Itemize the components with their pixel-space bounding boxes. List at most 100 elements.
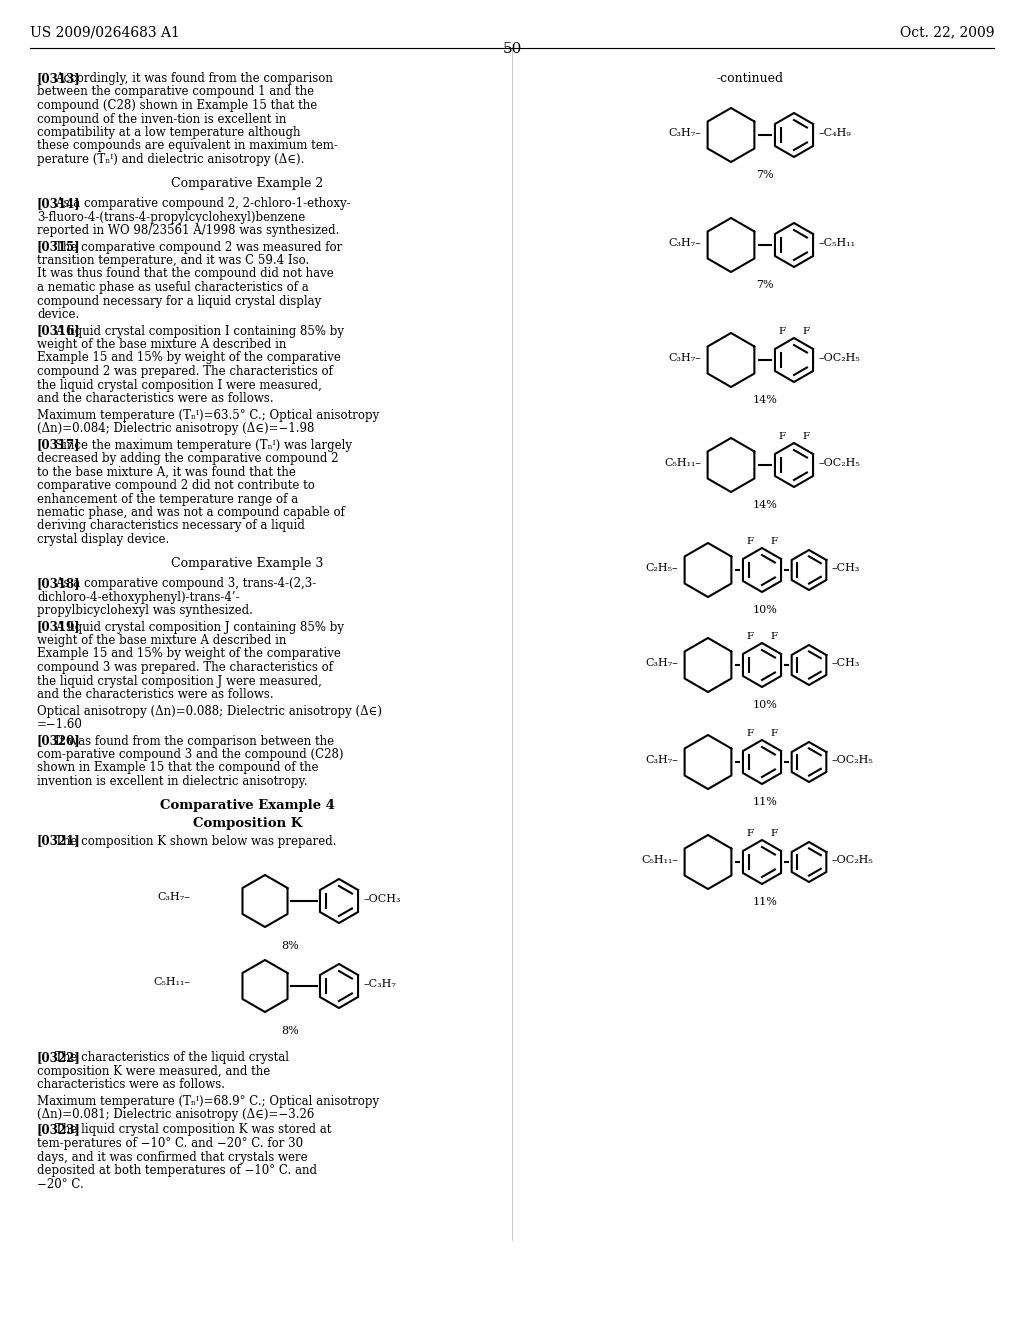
Text: C₃H₇–: C₃H₇– <box>157 892 190 902</box>
Text: –OC₂H₅: –OC₂H₅ <box>819 458 861 469</box>
Text: 3-fluoro-4-(trans-4-propylcyclohexyl)benzene: 3-fluoro-4-(trans-4-propylcyclohexyl)ben… <box>37 210 305 223</box>
Text: F: F <box>770 729 777 738</box>
Text: F: F <box>770 829 777 838</box>
Text: It was found from the comparison between the: It was found from the comparison between… <box>55 734 334 747</box>
Text: US 2009/0264683 A1: US 2009/0264683 A1 <box>30 25 180 40</box>
Text: decreased by adding the comparative compound 2: decreased by adding the comparative comp… <box>37 451 339 465</box>
Text: F: F <box>778 432 785 441</box>
Text: and the characteristics were as follows.: and the characteristics were as follows. <box>37 688 273 701</box>
Text: these compounds are equivalent in maximum tem-: these compounds are equivalent in maximu… <box>37 140 338 153</box>
Text: [0319]: [0319] <box>37 620 81 634</box>
Text: Maximum temperature (Tₙᴵ)=63.5° C.; Optical anisotropy: Maximum temperature (Tₙᴵ)=63.5° C.; Opti… <box>37 408 379 421</box>
Text: −20° C.: −20° C. <box>37 1177 84 1191</box>
Text: (Δn)=0.084; Dielectric anisotropy (Δ∈)=−1.98: (Δn)=0.084; Dielectric anisotropy (Δ∈)=−… <box>37 422 314 436</box>
Text: dichloro-4-ethoxyphenyl)-trans-4’-: dichloro-4-ethoxyphenyl)-trans-4’- <box>37 590 240 603</box>
Text: nematic phase, and was not a compound capable of: nematic phase, and was not a compound ca… <box>37 506 345 519</box>
Text: Maximum temperature (Tₙᴵ)=68.9° C.; Optical anisotropy: Maximum temperature (Tₙᴵ)=68.9° C.; Opti… <box>37 1094 379 1107</box>
Text: 10%: 10% <box>753 700 777 710</box>
Text: 7%: 7% <box>756 280 774 290</box>
Text: [0316]: [0316] <box>37 325 81 338</box>
Text: enhancement of the temperature range of a: enhancement of the temperature range of … <box>37 492 298 506</box>
Text: Accordingly, it was found from the comparison: Accordingly, it was found from the compa… <box>55 73 333 84</box>
Text: the liquid crystal composition I were measured,: the liquid crystal composition I were me… <box>37 379 322 392</box>
Text: crystal display device.: crystal display device. <box>37 533 169 546</box>
Text: propylbicyclohexyl was synthesized.: propylbicyclohexyl was synthesized. <box>37 605 253 616</box>
Text: compound (C28) shown in Example 15 that the: compound (C28) shown in Example 15 that … <box>37 99 317 112</box>
Text: C₅H₁₁–: C₅H₁₁– <box>664 458 701 469</box>
Text: [0315]: [0315] <box>37 240 81 253</box>
Text: [0323]: [0323] <box>37 1123 81 1137</box>
Text: weight of the base mixture A described in: weight of the base mixture A described i… <box>37 634 287 647</box>
Text: deposited at both temperatures of −10° C. and: deposited at both temperatures of −10° C… <box>37 1164 317 1177</box>
Text: [0320]: [0320] <box>37 734 81 747</box>
Text: F: F <box>770 537 777 546</box>
Text: [0313]: [0313] <box>37 73 81 84</box>
Text: Example 15 and 15% by weight of the comparative: Example 15 and 15% by weight of the comp… <box>37 648 341 660</box>
Text: to the base mixture A, it was found that the: to the base mixture A, it was found that… <box>37 466 296 479</box>
Text: 14%: 14% <box>753 500 777 510</box>
Text: F: F <box>803 432 810 441</box>
Text: It was thus found that the compound did not have: It was thus found that the compound did … <box>37 268 334 281</box>
Text: As a comparative compound 3, trans-4-(2,3-: As a comparative compound 3, trans-4-(2,… <box>55 577 316 590</box>
Text: days, and it was confirmed that crystals were: days, and it was confirmed that crystals… <box>37 1151 307 1163</box>
Text: [0317]: [0317] <box>37 438 81 451</box>
Text: 10%: 10% <box>753 605 777 615</box>
Text: F: F <box>746 829 754 838</box>
Text: C₃H₇–: C₃H₇– <box>668 238 701 248</box>
Text: characteristics were as follows.: characteristics were as follows. <box>37 1078 225 1092</box>
Text: The comparative compound 2 was measured for: The comparative compound 2 was measured … <box>55 240 342 253</box>
Text: shown in Example 15 that the compound of the: shown in Example 15 that the compound of… <box>37 762 318 775</box>
Text: C₅H₁₁–: C₅H₁₁– <box>153 977 190 987</box>
Text: between the comparative compound 1 and the: between the comparative compound 1 and t… <box>37 86 314 99</box>
Text: compound of the inven-tion is excellent in: compound of the inven-tion is excellent … <box>37 112 287 125</box>
Text: –OC₂H₅: –OC₂H₅ <box>831 755 873 766</box>
Text: The characteristics of the liquid crystal: The characteristics of the liquid crysta… <box>55 1051 289 1064</box>
Text: compound necessary for a liquid crystal display: compound necessary for a liquid crystal … <box>37 294 322 308</box>
Text: A liquid crystal composition J containing 85% by: A liquid crystal composition J containin… <box>55 620 344 634</box>
Text: Since the maximum temperature (Tₙᴵ) was largely: Since the maximum temperature (Tₙᴵ) was … <box>55 438 352 451</box>
Text: A liquid crystal composition I containing 85% by: A liquid crystal composition I containin… <box>55 325 344 338</box>
Text: –C₄H₉: –C₄H₉ <box>819 128 852 139</box>
Text: perature (Tₙᴵ) and dielectric anisotropy (Δ∈).: perature (Tₙᴵ) and dielectric anisotropy… <box>37 153 304 166</box>
Text: –C₅H₁₁: –C₅H₁₁ <box>819 238 856 248</box>
Text: weight of the base mixture A described in: weight of the base mixture A described i… <box>37 338 287 351</box>
Text: invention is excellent in dielectric anisotropy.: invention is excellent in dielectric ani… <box>37 775 307 788</box>
Text: [0322]: [0322] <box>37 1051 81 1064</box>
Text: C₅H₁₁–: C₅H₁₁– <box>641 855 678 865</box>
Text: F: F <box>770 632 777 642</box>
Text: F: F <box>803 327 810 337</box>
Text: Composition K: Composition K <box>193 817 302 830</box>
Text: the liquid crystal composition J were measured,: the liquid crystal composition J were me… <box>37 675 322 688</box>
Text: –OC₂H₅: –OC₂H₅ <box>819 352 861 363</box>
Text: Comparative Example 4: Comparative Example 4 <box>160 800 335 813</box>
Text: F: F <box>778 327 785 337</box>
Text: F: F <box>746 729 754 738</box>
Text: F: F <box>746 537 754 546</box>
Text: a nematic phase as useful characteristics of a: a nematic phase as useful characteristic… <box>37 281 309 294</box>
Text: [0314]: [0314] <box>37 197 81 210</box>
Text: [0321]: [0321] <box>37 834 81 847</box>
Text: [0318]: [0318] <box>37 577 81 590</box>
Text: 8%: 8% <box>282 941 299 950</box>
Text: –C₃H₇: –C₃H₇ <box>364 979 397 989</box>
Text: C₃H₇–: C₃H₇– <box>668 352 701 363</box>
Text: 11%: 11% <box>753 898 777 907</box>
Text: Comparative Example 3: Comparative Example 3 <box>171 557 324 570</box>
Text: compatibility at a low temperature although: compatibility at a low temperature altho… <box>37 125 300 139</box>
Text: –OC₂H₅: –OC₂H₅ <box>831 855 873 865</box>
Text: transition temperature, and it was C 59.4 Iso.: transition temperature, and it was C 59.… <box>37 253 309 267</box>
Text: Example 15 and 15% by weight of the comparative: Example 15 and 15% by weight of the comp… <box>37 351 341 364</box>
Text: C₃H₇–: C₃H₇– <box>668 128 701 139</box>
Text: deriving characteristics necessary of a liquid: deriving characteristics necessary of a … <box>37 520 305 532</box>
Text: –CH₃: –CH₃ <box>831 564 860 573</box>
Text: =−1.60: =−1.60 <box>37 718 83 731</box>
Text: com-parative compound 3 and the compound (C28): com-parative compound 3 and the compound… <box>37 748 343 762</box>
Text: compound 3 was prepared. The characteristics of: compound 3 was prepared. The characteris… <box>37 661 333 675</box>
Text: As a comparative compound 2, 2-chloro-1-ethoxy-: As a comparative compound 2, 2-chloro-1-… <box>55 197 350 210</box>
Text: tem-peratures of −10° C. and −20° C. for 30: tem-peratures of −10° C. and −20° C. for… <box>37 1137 303 1150</box>
Text: 8%: 8% <box>282 1026 299 1036</box>
Text: -continued: -continued <box>717 73 783 84</box>
Text: comparative compound 2 did not contribute to: comparative compound 2 did not contribut… <box>37 479 314 492</box>
Text: (Δn)=0.081; Dielectric anisotropy (Δ∈)=−3.26: (Δn)=0.081; Dielectric anisotropy (Δ∈)=−… <box>37 1107 314 1121</box>
Text: Optical anisotropy (Δn)=0.088; Dielectric anisotropy (Δ∈): Optical anisotropy (Δn)=0.088; Dielectri… <box>37 705 382 718</box>
